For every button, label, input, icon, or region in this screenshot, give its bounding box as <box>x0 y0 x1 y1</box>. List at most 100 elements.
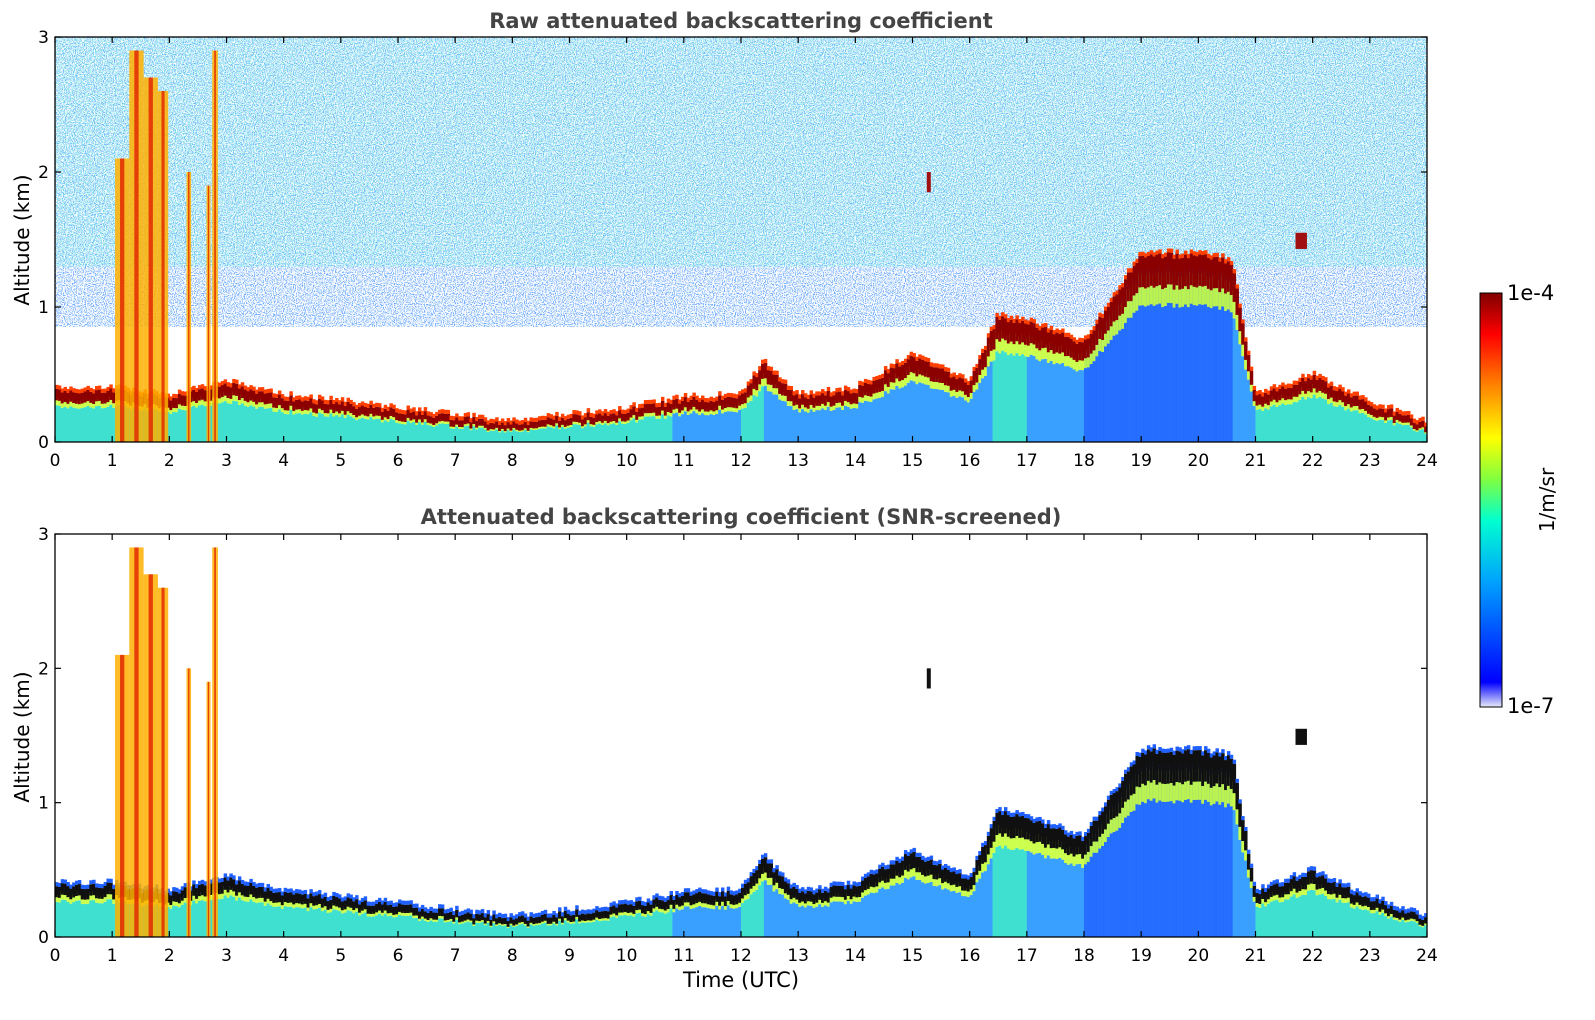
field-mid-strip <box>646 410 651 417</box>
field-low-strip <box>535 429 539 442</box>
field-layer-edge <box>1355 391 1359 396</box>
field-mid-strip <box>1369 907 1374 914</box>
field-layer-edge <box>689 891 694 896</box>
field-mid-strip <box>872 883 876 894</box>
field-layer-top <box>878 868 882 883</box>
field-mid-strip <box>620 419 625 424</box>
noise-speckle-high <box>55 37 1427 267</box>
field-mid-strip <box>829 894 834 903</box>
field-mid-strip <box>766 379 771 392</box>
field-low-strip <box>875 398 879 442</box>
field-cloud-body <box>1118 798 1122 937</box>
field-low-strip <box>1329 402 1334 442</box>
field-cloud-body <box>1178 764 1182 937</box>
field-layer-edge <box>438 904 442 909</box>
field-low-strip <box>518 432 522 442</box>
field-layer-edge <box>466 908 471 913</box>
field-mid-strip <box>506 427 511 431</box>
field-mid-strip <box>1246 365 1251 380</box>
field-layer-edge <box>1049 824 1054 829</box>
field-mid-strip <box>480 918 485 923</box>
field-layer-top <box>1092 330 1097 351</box>
field-low-strip <box>815 410 819 442</box>
field-low-strip <box>881 396 885 442</box>
field-low-strip <box>429 425 433 442</box>
field-layer-top <box>72 886 76 898</box>
field-layer-edge <box>929 855 934 860</box>
field-layer-top <box>375 903 379 913</box>
field-low-strip <box>741 408 745 442</box>
field-layer-top <box>1358 399 1362 410</box>
field-layer-edge <box>592 908 596 913</box>
field-mid-strip <box>669 410 673 417</box>
field-low-strip <box>412 918 416 937</box>
field-mid-strip <box>1418 923 1422 927</box>
field-low-strip <box>712 415 716 442</box>
field-layer-edge <box>375 402 379 407</box>
precip-core <box>207 681 210 937</box>
field-layer-edge <box>569 911 573 916</box>
field-low-strip <box>966 896 971 937</box>
field-layer-top <box>1138 756 1142 788</box>
field-layer-top <box>217 882 222 895</box>
field-layer-edge <box>783 379 788 384</box>
field-layer-top <box>946 371 951 386</box>
field-low-strip <box>315 908 319 937</box>
field-layer-edge <box>1366 893 1371 898</box>
field-mid-strip <box>792 402 796 410</box>
field-low-strip <box>435 425 439 442</box>
field-mid-strip <box>489 428 493 431</box>
field-layer-edge <box>300 890 305 895</box>
field-layer-edge <box>826 386 831 391</box>
field-low-strip <box>1038 361 1042 442</box>
field-layer-edge <box>923 857 928 862</box>
field-layer-edge <box>503 421 508 426</box>
field-mid-strip <box>1112 808 1117 833</box>
field-layer-top <box>1352 395 1357 407</box>
field-layer-top <box>443 913 448 921</box>
field-layer-top <box>698 891 702 902</box>
field-low-strip <box>220 898 225 937</box>
field-mid-strip <box>498 922 502 925</box>
field-layer-edge <box>558 907 562 912</box>
field-mid-strip <box>472 923 476 926</box>
field-mid-strip <box>292 408 296 415</box>
field-layer-top <box>932 864 936 880</box>
field-low-strip <box>189 905 193 937</box>
field-layer-edge <box>226 876 230 881</box>
field-layer-edge <box>1329 878 1334 883</box>
field-layer-top <box>609 906 613 915</box>
field-layer-top <box>478 914 482 922</box>
field-layer-edge <box>415 903 419 908</box>
field-low-strip <box>846 406 851 442</box>
field-layer-edge <box>623 409 628 414</box>
field-low-strip <box>580 922 585 937</box>
field-mid-strip <box>863 391 868 401</box>
field-layer-top <box>306 898 310 908</box>
field-low-strip <box>1244 369 1248 442</box>
field-layer-top <box>1404 415 1408 423</box>
field-mid-strip <box>509 922 513 926</box>
field-layer-edge <box>1144 253 1148 258</box>
field-layer-edge <box>112 884 116 889</box>
field-layer-top <box>698 402 702 412</box>
field-cloud-body <box>1209 770 1214 937</box>
field-layer-edge <box>183 883 188 888</box>
field-layer-edge <box>672 895 676 900</box>
field-low-strip <box>380 915 385 937</box>
field-low-strip <box>618 421 622 442</box>
field-layer-top <box>743 392 748 404</box>
field-layer-top <box>992 820 996 842</box>
field-mid-strip <box>1072 849 1077 866</box>
field-mid-strip <box>480 424 485 428</box>
field-layer-edge <box>1395 407 1400 412</box>
field-cloud-body <box>1124 291 1128 442</box>
field-layer-edge <box>1341 883 1345 888</box>
field-mid-strip <box>861 393 865 403</box>
field-layer-top <box>1052 828 1057 848</box>
field-layer-edge <box>92 389 96 394</box>
field-low-strip <box>172 905 176 937</box>
field-low-strip <box>66 408 70 442</box>
field-low-strip <box>509 431 513 442</box>
field-layer-top <box>1372 408 1377 417</box>
